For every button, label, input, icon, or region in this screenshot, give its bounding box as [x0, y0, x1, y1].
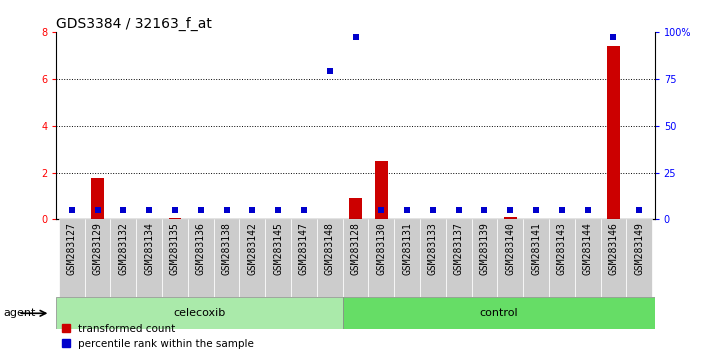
Text: GSM283138: GSM283138 [222, 222, 232, 275]
Bar [574, 219, 601, 297]
Text: GSM283142: GSM283142 [247, 222, 258, 275]
Text: GSM283127: GSM283127 [67, 222, 77, 275]
Bar [420, 219, 446, 297]
Text: celecoxib: celecoxib [173, 308, 225, 318]
Bar [349, 198, 362, 219]
Text: GSM283148: GSM283148 [325, 222, 334, 275]
Bar [498, 219, 523, 297]
Bar [607, 46, 620, 219]
Text: GSM283129: GSM283129 [93, 222, 103, 275]
Bar [162, 219, 188, 297]
Bar [394, 219, 420, 297]
Bar [291, 219, 317, 297]
Text: agent: agent [4, 308, 36, 318]
Bar [213, 219, 239, 297]
Text: GSM283146: GSM283146 [608, 222, 618, 275]
Bar [59, 219, 84, 297]
Bar [601, 219, 627, 297]
Text: GSM283128: GSM283128 [351, 222, 360, 275]
Bar [317, 219, 343, 297]
Bar [56, 297, 343, 329]
Text: GSM283143: GSM283143 [557, 222, 567, 275]
Bar [111, 219, 137, 297]
Legend: transformed count, percentile rank within the sample: transformed count, percentile rank withi… [61, 324, 254, 349]
Text: GSM283140: GSM283140 [505, 222, 515, 275]
Text: GSM283149: GSM283149 [634, 222, 644, 275]
Text: GDS3384 / 32163_f_at: GDS3384 / 32163_f_at [56, 17, 212, 31]
Bar [446, 219, 472, 297]
Bar [627, 219, 652, 297]
Text: control: control [479, 308, 518, 318]
Bar [84, 219, 111, 297]
Text: GSM283145: GSM283145 [273, 222, 283, 275]
Text: GSM283137: GSM283137 [453, 222, 464, 275]
Bar [472, 219, 498, 297]
Bar [368, 219, 394, 297]
Text: GSM283133: GSM283133 [428, 222, 438, 275]
Text: GSM283147: GSM283147 [299, 222, 309, 275]
Text: GSM283132: GSM283132 [118, 222, 128, 275]
Bar [91, 178, 104, 219]
Bar [375, 161, 388, 219]
Bar [137, 219, 162, 297]
Text: GSM283144: GSM283144 [583, 222, 593, 275]
Bar [343, 219, 368, 297]
Bar [265, 219, 291, 297]
Bar [168, 218, 182, 219]
Bar [523, 219, 549, 297]
Text: GSM283135: GSM283135 [170, 222, 180, 275]
Text: GSM283130: GSM283130 [377, 222, 386, 275]
Text: GSM283131: GSM283131 [402, 222, 412, 275]
Text: GSM283139: GSM283139 [479, 222, 489, 275]
Bar [343, 297, 655, 329]
Bar [188, 219, 213, 297]
Text: GSM283141: GSM283141 [531, 222, 541, 275]
Bar [549, 219, 574, 297]
Bar [504, 217, 517, 219]
Bar [239, 219, 265, 297]
Text: GSM283134: GSM283134 [144, 222, 154, 275]
Text: GSM283136: GSM283136 [196, 222, 206, 275]
